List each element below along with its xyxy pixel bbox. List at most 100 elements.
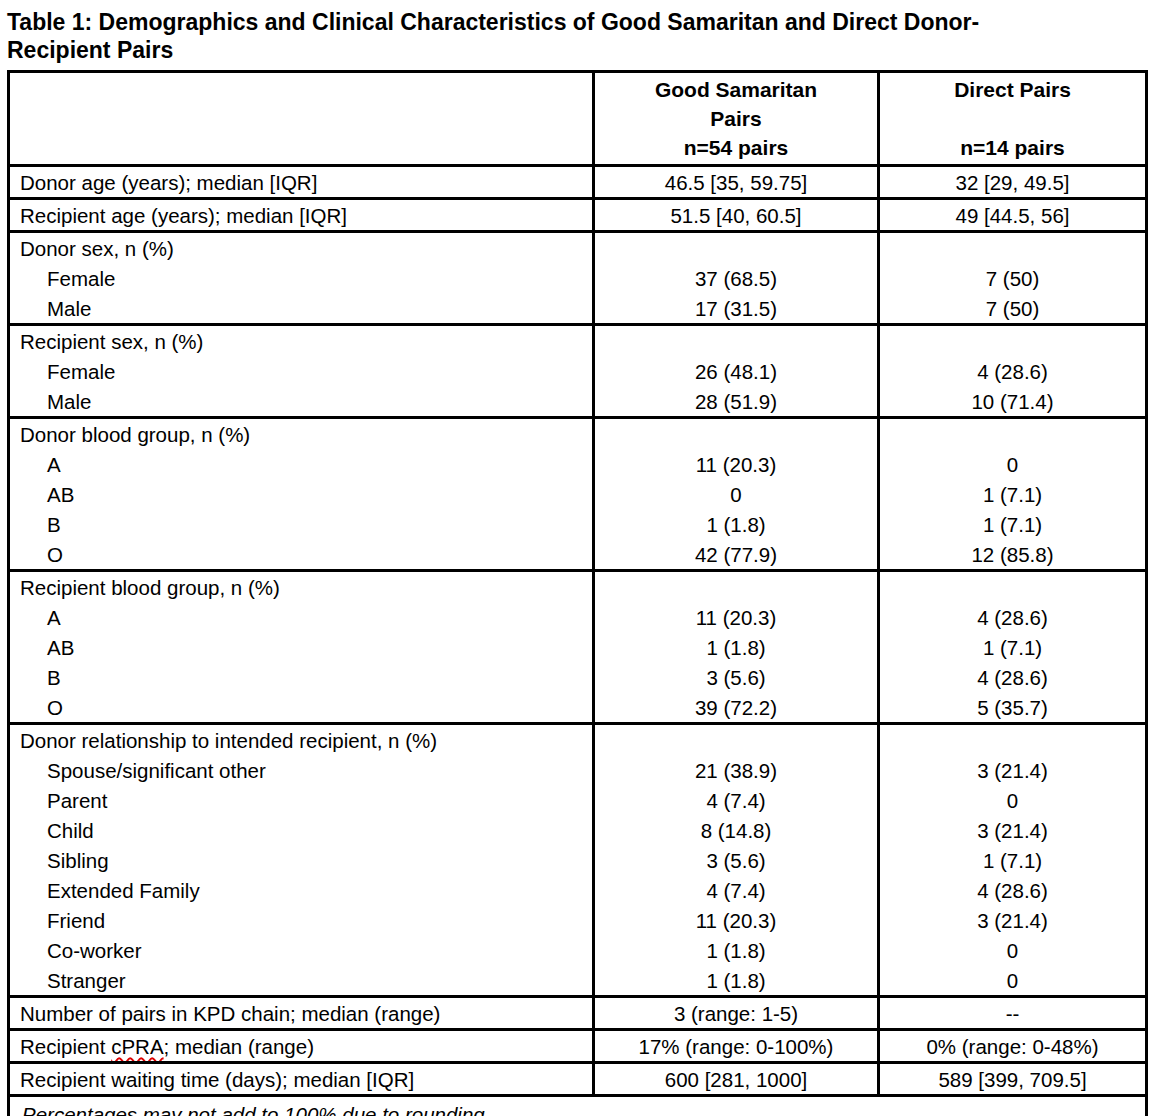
table-section: Number of pairs in KPD chain; median (ra… [9, 997, 1147, 1030]
good-samaritan-value: 3 (5.6) [594, 845, 879, 875]
table-title-line-2: Recipient Pairs [7, 36, 1145, 64]
direct-pairs-value: 0 [879, 935, 1147, 965]
table-row: Recipient waiting time (days); median [I… [9, 1063, 1147, 1096]
direct-pairs-value: 0 [879, 785, 1147, 815]
row-label: Spouse/significant other [9, 755, 594, 785]
table-section: Recipient sex, n (%)Female26 (48.1)4 (28… [9, 325, 1147, 418]
row-label: A [9, 449, 594, 479]
table-section: Recipient waiting time (days); median [I… [9, 1063, 1147, 1096]
good-samaritan-value: 11 (20.3) [594, 449, 879, 479]
table-row: Extended Family4 (7.4)4 (28.6) [9, 875, 1147, 905]
table-row: Child8 (14.8)3 (21.4) [9, 815, 1147, 845]
direct-pairs-value [879, 232, 1147, 264]
row-label: Recipient sex, n (%) [9, 325, 594, 357]
header-good-samaritan-line-1: Good Samaritan [595, 75, 877, 104]
row-label: Recipient cPRA; median (range) [9, 1030, 594, 1063]
row-label: Parent [9, 785, 594, 815]
good-samaritan-value [594, 232, 879, 264]
good-samaritan-value [594, 571, 879, 603]
good-samaritan-value: 28 (51.9) [594, 386, 879, 418]
table-row: O42 (77.9)12 (85.8) [9, 539, 1147, 571]
table-section: Donor relationship to intended recipient… [9, 724, 1147, 997]
good-samaritan-value: 0 [594, 479, 879, 509]
direct-pairs-value: 1 (7.1) [879, 479, 1147, 509]
direct-pairs-value: 7 (50) [879, 293, 1147, 325]
direct-pairs-value: 4 (28.6) [879, 602, 1147, 632]
row-label: Extended Family [9, 875, 594, 905]
good-samaritan-value: 11 (20.3) [594, 602, 879, 632]
row-label-part: Recipient [20, 1035, 111, 1058]
direct-pairs-value: 5 (35.7) [879, 692, 1147, 724]
direct-pairs-value: 4 (28.6) [879, 875, 1147, 905]
row-label: Sibling [9, 845, 594, 875]
table-title-line-1: Table 1: Demographics and Clinical Chara… [7, 8, 1145, 36]
direct-pairs-value: 3 (21.4) [879, 755, 1147, 785]
row-label: Donor relationship to intended recipient… [9, 724, 594, 756]
row-label: B [9, 662, 594, 692]
good-samaritan-value: 51.5 [40, 60.5] [594, 199, 879, 232]
good-samaritan-value: 4 (7.4) [594, 785, 879, 815]
good-samaritan-value: 600 [281, 1000] [594, 1063, 879, 1096]
good-samaritan-value [594, 418, 879, 450]
direct-pairs-value: 0 [879, 449, 1147, 479]
table-header: Good Samaritan Pairs n=54 pairs Direct P… [9, 72, 1147, 166]
table-row: A11 (20.3)0 [9, 449, 1147, 479]
row-label: Child [9, 815, 594, 845]
row-label-part: ; median (range) [164, 1035, 314, 1058]
direct-pairs-value: 3 (21.4) [879, 905, 1147, 935]
row-label: A [9, 602, 594, 632]
table-row: Number of pairs in KPD chain; median (ra… [9, 997, 1147, 1030]
header-good-samaritan-line-2: Pairs [595, 104, 877, 133]
good-samaritan-value: 37 (68.5) [594, 263, 879, 293]
table-row: Sibling3 (5.6)1 (7.1) [9, 845, 1147, 875]
good-samaritan-value: 4 (7.4) [594, 875, 879, 905]
good-samaritan-value: 1 (1.8) [594, 632, 879, 662]
row-label: Male [9, 386, 594, 418]
table-footnote-section: Percentages may not add to 100% due to r… [9, 1096, 1147, 1116]
direct-pairs-value [879, 418, 1147, 450]
table-section: Donor age (years); median [IQR]46.5 [35,… [9, 166, 1147, 199]
table-row: Recipient blood group, n (%) [9, 571, 1147, 603]
good-samaritan-value: 11 (20.3) [594, 905, 879, 935]
good-samaritan-value: 3 (range: 1-5) [594, 997, 879, 1030]
good-samaritan-value: 17 (31.5) [594, 293, 879, 325]
table-row: Recipient cPRA; median (range)17% (range… [9, 1030, 1147, 1063]
direct-pairs-value [879, 325, 1147, 357]
table-section: Recipient age (years); median [IQR]51.5 … [9, 199, 1147, 232]
row-label: Recipient age (years); median [IQR] [9, 199, 594, 232]
row-label: Recipient blood group, n (%) [9, 571, 594, 603]
row-label: Stranger [9, 965, 594, 997]
direct-pairs-value [879, 571, 1147, 603]
good-samaritan-value: 1 (1.8) [594, 935, 879, 965]
row-label: Co-worker [9, 935, 594, 965]
table-row: B1 (1.8)1 (7.1) [9, 509, 1147, 539]
demographics-table: Good Samaritan Pairs n=54 pairs Direct P… [7, 70, 1148, 1116]
table-row: Spouse/significant other21 (38.9)3 (21.4… [9, 755, 1147, 785]
good-samaritan-value: 46.5 [35, 59.75] [594, 166, 879, 199]
row-label: Donor blood group, n (%) [9, 418, 594, 450]
row-label: AB [9, 479, 594, 509]
table-row: Recipient sex, n (%) [9, 325, 1147, 357]
direct-pairs-value: 1 (7.1) [879, 509, 1147, 539]
direct-pairs-value: 4 (28.6) [879, 356, 1147, 386]
table-row: A11 (20.3)4 (28.6) [9, 602, 1147, 632]
direct-pairs-value: 0 [879, 965, 1147, 997]
direct-pairs-value: 3 (21.4) [879, 815, 1147, 845]
row-label: Recipient waiting time (days); median [I… [9, 1063, 594, 1096]
table-row: Male17 (31.5)7 (50) [9, 293, 1147, 325]
table-section: Donor sex, n (%)Female37 (68.5)7 (50)Mal… [9, 232, 1147, 325]
table-row: Donor sex, n (%) [9, 232, 1147, 264]
good-samaritan-value: 8 (14.8) [594, 815, 879, 845]
header-direct-pairs-line-3: n=14 pairs [880, 133, 1145, 162]
table-row: Recipient age (years); median [IQR]51.5 … [9, 199, 1147, 232]
header-direct-pairs-line-1: Direct Pairs [880, 75, 1145, 104]
table-row: O39 (72.2)5 (35.7) [9, 692, 1147, 724]
table-row: AB1 (1.8)1 (7.1) [9, 632, 1147, 662]
good-samaritan-value: 3 (5.6) [594, 662, 879, 692]
row-label: Donor age (years); median [IQR] [9, 166, 594, 199]
table-row: Donor relationship to intended recipient… [9, 724, 1147, 756]
direct-pairs-value: 1 (7.1) [879, 632, 1147, 662]
row-label: Male [9, 293, 594, 325]
direct-pairs-value: 12 (85.8) [879, 539, 1147, 571]
table-row: Friend11 (20.3)3 (21.4) [9, 905, 1147, 935]
